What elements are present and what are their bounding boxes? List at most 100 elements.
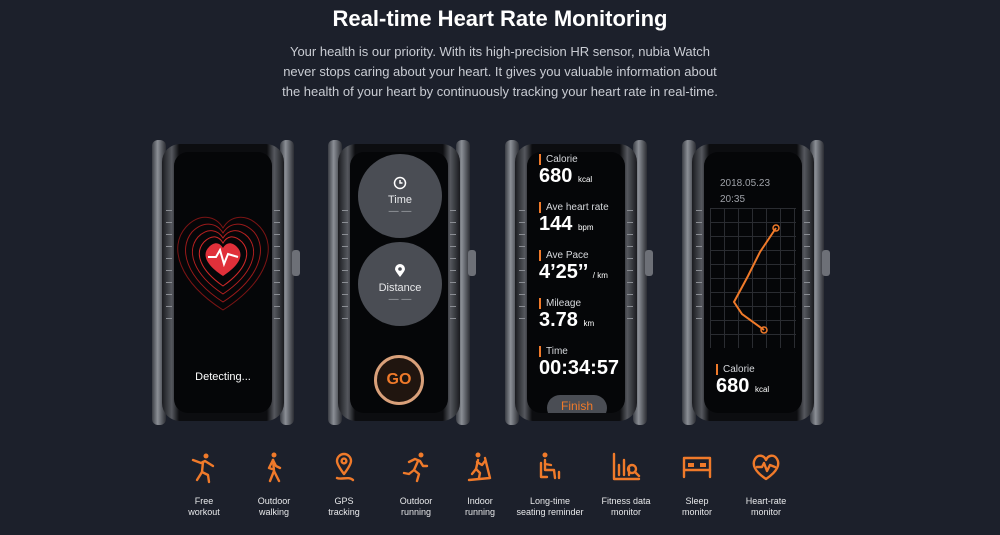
heart-rate-label: Ave heart rate xyxy=(539,202,609,213)
mileage-unit: km xyxy=(583,319,595,328)
pace-unit: / km xyxy=(592,271,608,280)
mileage-value: 3.78 xyxy=(539,309,578,331)
feature-label: Long-time xyxy=(529,496,571,506)
route-map-grid xyxy=(710,208,796,348)
free-workout-icon xyxy=(191,453,215,484)
feature-label: running xyxy=(464,507,496,517)
feature-label: seating reminder xyxy=(516,507,584,517)
distance-circle[interactable]: Distance — — xyxy=(358,242,442,326)
feature-label: Outdoor xyxy=(257,496,291,506)
route-calorie-label: Calorie xyxy=(716,364,769,375)
location-pin-icon xyxy=(395,263,405,277)
feature-label: Sleep xyxy=(685,496,709,506)
subtitle-line: Your health is our priority. With its hi… xyxy=(289,44,711,59)
bezel-ticks xyxy=(450,210,456,330)
watch-screen: Time — — Distance — — GO xyxy=(350,152,448,413)
route-date: 2018.05.23 xyxy=(720,178,771,189)
time-label: Time xyxy=(539,346,619,357)
feature-sleep-monitor: Sleep monitor xyxy=(647,450,747,518)
feature-label: monitor xyxy=(750,507,781,517)
feature-outdoor-walking: Outdoor walking xyxy=(224,450,324,518)
subtitle-line: never stops caring about your heart. It … xyxy=(283,64,717,79)
feature-outdoor-running: Outdoor running xyxy=(366,450,466,518)
pace-value: 4’25’’ xyxy=(539,261,588,283)
route-calorie-stat: Calorie 680 kcal xyxy=(716,364,769,398)
mileage-label: Mileage xyxy=(539,298,594,309)
seating-icon xyxy=(539,452,561,480)
feature-indoor-running: Indoor running xyxy=(430,450,530,518)
time-label: Time xyxy=(387,193,413,206)
bezel-ticks xyxy=(166,210,172,330)
heart-pulse-icon xyxy=(177,216,269,311)
watch-workout-start: Time — — Distance — — GO xyxy=(328,140,476,425)
feature-list: Free workout Outdoor walking GPS tracking O… xyxy=(0,450,1000,530)
clock-icon xyxy=(393,176,407,189)
watch-workout-stats: Calorie 680 kcal Ave heart rate 144 bpm … xyxy=(505,140,653,425)
go-button[interactable]: GO xyxy=(374,355,424,405)
calorie-stat: Calorie 680 kcal xyxy=(539,154,592,188)
feature-label: Heart-rate xyxy=(745,496,787,506)
feature-seating-reminder: Long-time seating reminder xyxy=(500,450,600,518)
page-title: Real-time Heart Rate Monitoring xyxy=(332,6,668,31)
watch-crown xyxy=(822,250,830,276)
treadmill-icon xyxy=(467,452,492,482)
route-calorie-value: 680 xyxy=(716,375,750,397)
finish-button[interactable]: Finish xyxy=(547,395,607,413)
feature-heart-rate-monitor: Heart-rate monitor xyxy=(716,450,816,518)
pace-stat: Ave Pace 4’25’’ / km xyxy=(539,250,608,284)
feature-gps-tracking: GPS tracking xyxy=(294,450,394,518)
watch-route: 2018.05.23 20:35 Calorie 680 kcal xyxy=(682,140,830,425)
watch-detecting: Detecting... xyxy=(152,140,300,425)
time-stat: Time 00:34:57 xyxy=(539,346,619,380)
mileage-stat: Mileage 3.78 km xyxy=(539,298,594,332)
pace-label: Ave Pace xyxy=(539,250,608,261)
feature-label: Free xyxy=(194,496,214,506)
feature-label: Outdoor xyxy=(399,496,433,506)
feature-fitness-data: Fitness data monitor xyxy=(576,450,676,518)
heart-rate-icon xyxy=(752,454,780,481)
time-value: — — xyxy=(388,205,412,217)
bezel-ticks xyxy=(804,210,810,330)
sleep-icon xyxy=(682,456,712,479)
feature-label: Indoor xyxy=(467,496,493,506)
feature-label: GPS xyxy=(334,496,354,506)
heart-rate-value: 144 xyxy=(539,213,573,235)
distance-value: — — xyxy=(388,293,412,305)
time-value: 00:34:57 xyxy=(539,357,620,379)
bezel-ticks xyxy=(696,210,702,330)
feature-label: tracking xyxy=(328,507,360,517)
subtitle-line: the health of your heart by continuously… xyxy=(282,84,718,99)
bezel-ticks xyxy=(274,210,280,330)
running-icon xyxy=(402,452,429,483)
bezel-ticks xyxy=(519,210,525,330)
time-circle[interactable]: Time — — xyxy=(358,154,442,238)
watch-screen: 2018.05.23 20:35 Calorie 680 kcal xyxy=(704,152,802,413)
feature-label: walking xyxy=(258,507,289,517)
watch-screen: Detecting... xyxy=(174,152,272,413)
bezel-ticks xyxy=(342,210,348,330)
route-calorie-unit: kcal xyxy=(754,385,770,394)
feature-label: workout xyxy=(188,507,220,517)
heart-rate-stat: Ave heart rate 144 bpm xyxy=(539,202,609,236)
distance-label: Distance xyxy=(378,281,422,294)
feature-label: running xyxy=(400,507,432,517)
watch-crown xyxy=(468,250,476,276)
watch-crown xyxy=(645,250,653,276)
gps-icon xyxy=(335,452,355,482)
route-time: 20:35 xyxy=(720,194,746,205)
feature-label: Fitness data xyxy=(601,496,651,506)
feature-label: monitor xyxy=(610,507,641,517)
calorie-value: 680 xyxy=(539,165,573,187)
feature-label: monitor xyxy=(681,507,712,517)
bezel-ticks xyxy=(627,210,633,330)
route-line xyxy=(732,224,780,334)
watch-crown xyxy=(292,250,300,276)
calorie-unit: kcal xyxy=(577,175,593,184)
fitness-chart-icon xyxy=(612,452,641,481)
heart-rate-unit: bpm xyxy=(577,223,594,232)
detecting-status: Detecting... xyxy=(195,371,251,383)
calorie-label: Calorie xyxy=(539,154,592,165)
feature-free-workout: Free workout xyxy=(154,450,254,518)
walking-icon xyxy=(267,452,282,483)
watch-screen: Calorie 680 kcal Ave heart rate 144 bpm … xyxy=(527,152,625,413)
